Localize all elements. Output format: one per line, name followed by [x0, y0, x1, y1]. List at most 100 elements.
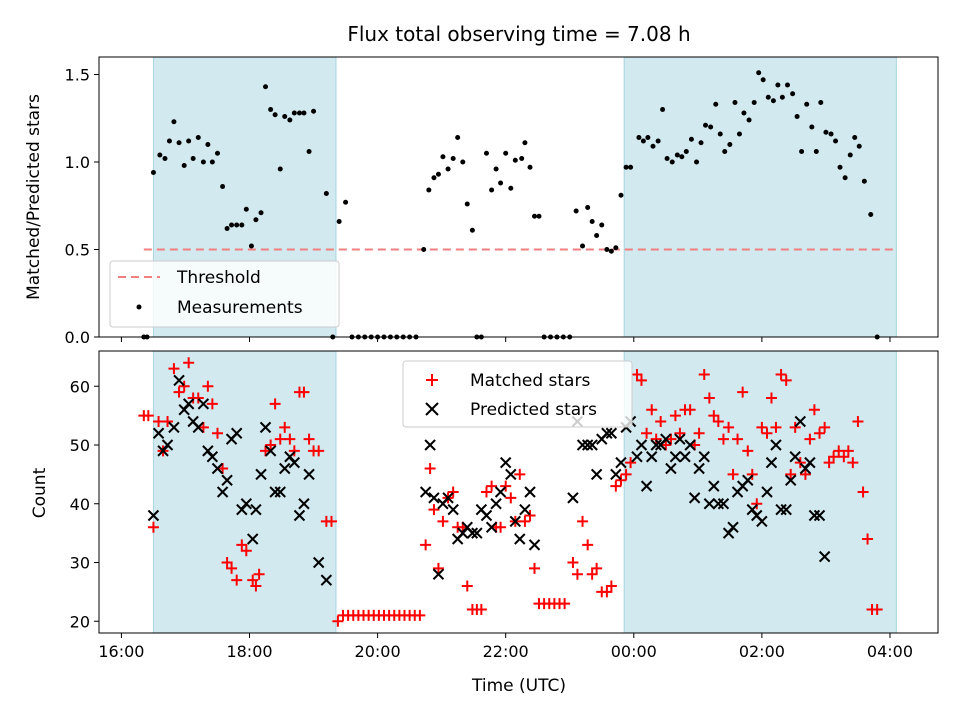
- measurement-point: [746, 117, 752, 123]
- predicted-point-b: [466, 527, 479, 539]
- matched-point: [684, 404, 696, 416]
- predicted-point-b: [475, 503, 488, 516]
- predicted-point-b: [746, 503, 758, 516]
- predicted-point: [646, 451, 658, 463]
- measurement-point: [823, 129, 829, 135]
- predicted-point-b: [615, 456, 627, 469]
- matched-point: [577, 515, 589, 527]
- matched-point: [660, 439, 672, 451]
- measurement-point: [296, 110, 302, 116]
- predicted-point: [761, 486, 773, 498]
- matched-point: [284, 433, 296, 445]
- matched-point: [428, 504, 440, 516]
- matched-point: [650, 433, 662, 445]
- predicted-point-b: [499, 456, 512, 469]
- legend-threshold-label: Threshold: [176, 268, 261, 288]
- predicted-point-b: [211, 462, 224, 475]
- predicted-point-b: [717, 498, 730, 510]
- matched-point: [857, 486, 869, 498]
- predicted-point-b: [303, 468, 315, 481]
- predicted-point-b: [490, 498, 502, 510]
- measurement-point: [775, 82, 781, 88]
- measurement-point: [713, 101, 719, 107]
- measurement-point: [623, 164, 629, 170]
- predicted-point: [679, 451, 691, 463]
- predicted-point-b: [605, 427, 618, 439]
- predicted-point: [211, 462, 224, 475]
- predicted-point-b: [182, 398, 195, 410]
- predicted-point: [804, 456, 816, 469]
- predicted-point-b: [461, 521, 473, 533]
- predicted-point: [780, 503, 792, 516]
- predicted-point: [485, 521, 498, 533]
- predicted-point: [274, 486, 286, 498]
- matched-point: [708, 410, 720, 422]
- predicted-point-b: [524, 486, 536, 498]
- predicted-point: [610, 468, 622, 481]
- x-axis-label: Time (UTC): [471, 676, 566, 696]
- measurement-point: [301, 110, 307, 116]
- matched-point: [486, 480, 498, 492]
- matched-point: [605, 580, 617, 592]
- predicted-point-b: [751, 509, 763, 522]
- predicted-point-b: [312, 556, 325, 569]
- measurement-point: [503, 150, 509, 156]
- predicted-point: [601, 427, 613, 439]
- measurement-point: [717, 131, 723, 137]
- predicted-point: [509, 515, 522, 528]
- measurement-point: [512, 157, 518, 163]
- predicted-point: [756, 515, 768, 528]
- predicted-point-b: [264, 445, 277, 457]
- matched-point: [669, 410, 681, 422]
- predicted-point-b: [789, 451, 801, 463]
- matched-point: [437, 515, 449, 527]
- predicted-point-b: [650, 439, 662, 451]
- predicted-point-b: [206, 451, 219, 463]
- predicted-point: [770, 439, 782, 451]
- predicted-point-b: [293, 509, 306, 522]
- predicted-point: [674, 433, 686, 445]
- measurement-point: [522, 140, 528, 146]
- predicted-point: [240, 498, 253, 510]
- measurement-point: [263, 84, 269, 90]
- predicted-point-b: [610, 468, 622, 481]
- measurement-point: [828, 131, 834, 137]
- predicted-point-b: [424, 439, 436, 451]
- predicted-point-b: [804, 456, 816, 469]
- predicted-point: [499, 456, 512, 469]
- predicted-point-b: [742, 474, 754, 486]
- predicted-point: [428, 492, 440, 504]
- predicted-point: [206, 451, 219, 463]
- measurement-point: [856, 143, 862, 149]
- predicted-point: [688, 492, 701, 504]
- predicted-point: [640, 480, 653, 492]
- x-tick-label: 00:00: [611, 642, 657, 661]
- measurement-point: [277, 166, 283, 172]
- matched-point: [703, 392, 715, 404]
- measurement-point: [861, 178, 867, 184]
- measurement-point: [852, 135, 858, 140]
- measurement-point: [847, 152, 853, 158]
- measurement-point: [205, 142, 211, 147]
- matched-point: [655, 416, 667, 427]
- predicted-point: [590, 468, 603, 481]
- predicted-point-b: [703, 498, 716, 510]
- matched-point: [794, 457, 806, 469]
- predicted-point-b: [727, 521, 739, 533]
- measurement-point: [655, 138, 661, 144]
- measurement-point: [645, 135, 651, 140]
- measurement-point: [660, 107, 666, 112]
- measurement-point: [498, 180, 504, 186]
- legend-matched-label: Matched stars: [470, 371, 590, 391]
- matched-point: [742, 445, 754, 457]
- matched-point: [723, 421, 735, 433]
- x-tick-label: 02:00: [739, 642, 785, 661]
- matched-point: [147, 521, 159, 533]
- predicted-point: [419, 486, 432, 498]
- measurement-point: [818, 100, 824, 105]
- measurement-point: [483, 150, 489, 156]
- predicted-point-b: [635, 439, 648, 451]
- matched-point: [775, 369, 787, 380]
- predicted-point-b: [813, 509, 826, 522]
- predicted-point: [712, 498, 725, 510]
